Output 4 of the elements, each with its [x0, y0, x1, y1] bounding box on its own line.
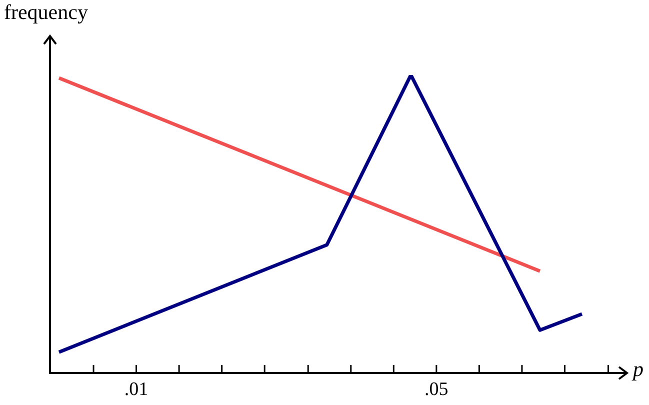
y-axis-title: frequency [4, 0, 88, 25]
x-tick-label: .05 [424, 379, 448, 400]
x-axis-title: p [633, 357, 644, 382]
x-tick-label: .01 [124, 379, 148, 400]
